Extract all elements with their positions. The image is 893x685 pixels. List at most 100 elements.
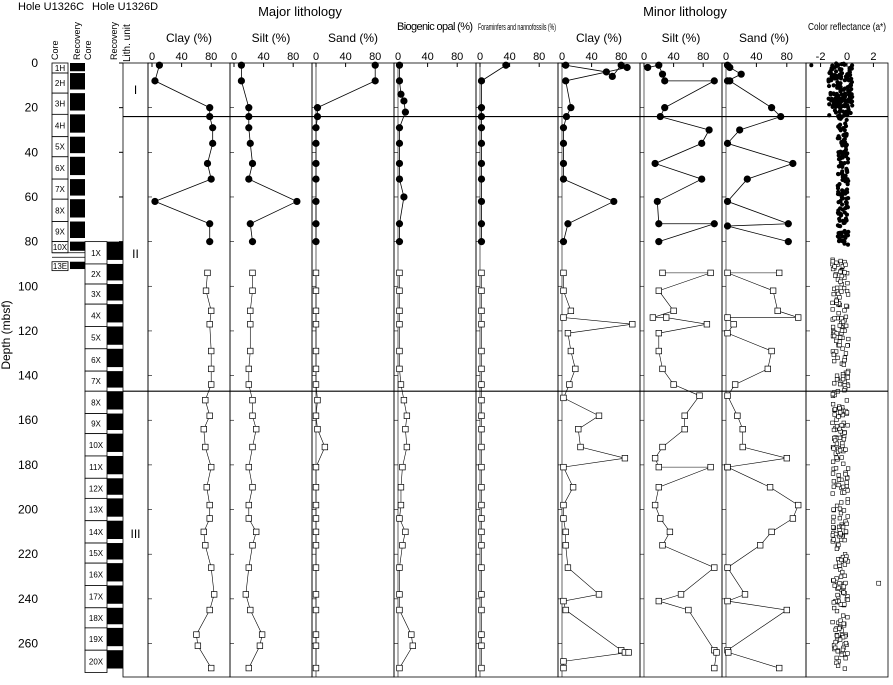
reflectance-point xyxy=(838,335,843,340)
data-point-u1326d xyxy=(249,484,256,491)
data-point-u1326d xyxy=(707,463,714,471)
reflectance-point xyxy=(844,74,850,79)
data-point-u1326d xyxy=(739,443,746,451)
x-tick-label: 40 xyxy=(175,51,187,63)
reflectance-point xyxy=(834,609,840,614)
reflectance-point xyxy=(834,546,839,551)
y-tick-label: 200 xyxy=(18,503,38,517)
data-point-u1326c xyxy=(617,61,625,69)
panel-frame xyxy=(147,62,231,678)
data-point-u1326d xyxy=(567,347,575,355)
reflectance-point xyxy=(839,273,844,279)
data-point-u1326d xyxy=(783,606,790,614)
reflectance-point xyxy=(843,351,849,356)
data-point-u1326d xyxy=(560,501,567,509)
series-line-upper xyxy=(481,64,507,242)
core-box xyxy=(51,261,69,272)
reflectance-point xyxy=(841,461,846,466)
reflectance-point xyxy=(845,190,850,195)
core-label: 12X xyxy=(89,484,104,493)
data-point-u1326d xyxy=(204,269,211,277)
lith-unit-label: I xyxy=(134,83,137,97)
data-point-u1326c xyxy=(784,238,792,246)
data-point-u1326d xyxy=(659,365,666,373)
data-point-u1326d xyxy=(200,528,207,536)
reflectance-point xyxy=(830,459,836,464)
reflectance-point xyxy=(842,136,847,142)
data-point-u1326d xyxy=(409,642,416,649)
data-point-u1326d xyxy=(206,515,213,522)
reflectance-point xyxy=(838,149,843,154)
data-point-u1326d xyxy=(734,412,741,419)
recovery-bar xyxy=(107,433,123,452)
data-point-u1326d xyxy=(249,542,256,549)
reflectance-point xyxy=(844,521,849,526)
reflectance-point xyxy=(831,578,836,583)
core-header: Core xyxy=(83,40,93,60)
reflectance-point xyxy=(843,472,848,477)
reflectance-point xyxy=(843,656,848,661)
reflectance-point xyxy=(835,663,841,668)
data-point-u1326d xyxy=(655,463,662,471)
lith-unit-column xyxy=(122,62,149,678)
core-label: 6X xyxy=(55,164,65,173)
data-point-u1326d xyxy=(560,664,567,672)
data-point-u1326d xyxy=(397,381,405,388)
data-point-u1326c xyxy=(371,77,379,85)
reflectance-point xyxy=(845,292,851,297)
data-point-u1326d xyxy=(402,528,409,536)
y-tick-label: 120 xyxy=(18,324,38,338)
reflectance-point xyxy=(842,430,847,435)
data-point-u1326d xyxy=(396,515,403,522)
reflectance-point xyxy=(848,110,853,116)
reflectance-point xyxy=(835,234,840,239)
reflectance-point xyxy=(843,262,848,267)
x-tick-label: 0 xyxy=(231,51,237,63)
data-point-u1326c xyxy=(602,68,611,76)
reflectance-point xyxy=(830,259,835,264)
x-tick-label: 80 xyxy=(533,51,545,63)
recovery-bar xyxy=(107,348,123,368)
x-tick-label: 40 xyxy=(339,51,351,63)
data-point-u1326d xyxy=(478,269,485,277)
reflectance-point xyxy=(839,455,844,460)
panel-title: Color reflectance (a*) xyxy=(808,22,886,33)
series-line-upper xyxy=(315,65,376,242)
data-point-u1326d xyxy=(242,591,249,598)
reflectance-point xyxy=(844,483,849,489)
reflectance-point xyxy=(842,62,847,67)
data-point-u1326d xyxy=(478,287,485,294)
data-point-u1326d xyxy=(211,591,218,598)
panel-frame xyxy=(229,62,313,678)
reflectance-point xyxy=(833,273,838,278)
data-point-u1326d xyxy=(478,606,485,614)
data-point-u1326c xyxy=(203,159,212,168)
reflectance-point xyxy=(831,537,836,542)
core-label: 1X xyxy=(91,249,101,258)
data-point-u1326d xyxy=(655,484,662,491)
data-point-u1326c xyxy=(477,104,486,112)
reflectance-point xyxy=(838,618,843,623)
panel-title: Sand (%) xyxy=(328,31,378,45)
reflectance-point xyxy=(832,605,837,611)
recovery-header: Recovery xyxy=(109,21,119,60)
reflectance-point xyxy=(845,160,851,165)
panel-frame xyxy=(721,62,807,678)
data-point-u1326d xyxy=(249,412,256,419)
data-point-u1326d xyxy=(206,321,213,328)
data-point-u1326d xyxy=(707,269,714,277)
data-point-u1326d xyxy=(776,664,783,672)
reflectance-point xyxy=(836,585,841,590)
reflectance-point xyxy=(831,600,836,605)
panel-frame xyxy=(393,62,477,678)
recovery-bar xyxy=(70,261,85,270)
reflectance-point xyxy=(840,188,845,193)
reflectance-point xyxy=(809,63,814,68)
y-tick-label: 0 xyxy=(31,56,38,70)
reflectance-point xyxy=(845,500,850,505)
data-point-u1326c xyxy=(151,77,159,85)
reflectance-point xyxy=(830,324,836,330)
reflectance-point xyxy=(839,289,844,294)
reflectance-point xyxy=(830,491,835,496)
reflectance-point xyxy=(838,89,843,94)
